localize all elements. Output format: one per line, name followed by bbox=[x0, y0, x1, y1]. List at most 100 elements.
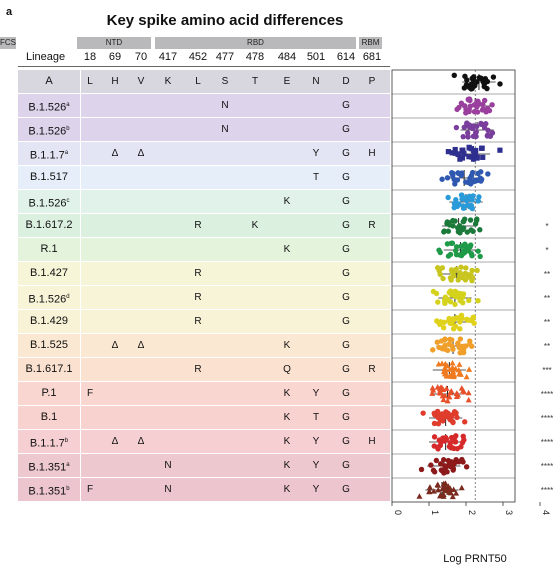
data-point bbox=[476, 177, 482, 184]
data-point bbox=[444, 469, 450, 475]
data-point bbox=[453, 197, 459, 203]
data-point bbox=[471, 102, 478, 108]
data-point bbox=[460, 250, 467, 256]
data-point bbox=[449, 364, 456, 371]
data-point bbox=[489, 130, 496, 136]
data-point bbox=[474, 267, 480, 274]
data-point bbox=[467, 243, 473, 250]
data-point bbox=[466, 203, 473, 210]
position-70: 70 bbox=[134, 51, 148, 63]
residue-cell: F bbox=[86, 484, 94, 495]
lineage-header: Lineage bbox=[26, 51, 66, 63]
lineage-text: B.1.351 bbox=[28, 461, 67, 474]
data-point bbox=[484, 132, 491, 138]
data-point bbox=[470, 77, 477, 83]
data-point bbox=[449, 240, 456, 246]
data-point bbox=[450, 170, 456, 177]
data-point bbox=[445, 149, 451, 155]
data-point bbox=[462, 241, 468, 247]
data-point bbox=[435, 299, 441, 305]
data-point bbox=[416, 493, 423, 499]
data-point bbox=[478, 120, 484, 127]
data-point bbox=[446, 315, 452, 322]
data-point bbox=[438, 416, 444, 423]
data-point bbox=[472, 82, 478, 89]
lineage-text: B.1.427 bbox=[30, 267, 68, 279]
data-point bbox=[465, 134, 471, 140]
data-point bbox=[490, 74, 497, 80]
data-point bbox=[448, 370, 455, 377]
data-point bbox=[451, 372, 458, 378]
data-point bbox=[428, 462, 434, 468]
data-point bbox=[450, 465, 457, 472]
data-point bbox=[457, 223, 463, 230]
lineage-text: P.1 bbox=[41, 387, 57, 399]
data-point bbox=[449, 320, 455, 327]
data-point bbox=[446, 289, 452, 296]
lineage-superscript: d bbox=[66, 294, 70, 300]
residue-cell: G bbox=[342, 364, 350, 375]
data-point bbox=[471, 83, 478, 89]
data-point bbox=[471, 123, 477, 129]
data-point bbox=[453, 251, 460, 258]
data-point bbox=[456, 292, 462, 298]
data-point bbox=[447, 251, 454, 258]
data-point bbox=[457, 371, 464, 377]
data-point bbox=[447, 440, 453, 446]
data-point bbox=[442, 346, 448, 352]
x-tick-label: 0 bbox=[393, 510, 403, 515]
residue-cell: T bbox=[312, 412, 320, 423]
data-point bbox=[457, 270, 463, 276]
data-point bbox=[451, 408, 458, 415]
data-point bbox=[455, 225, 461, 231]
lineage-name: B.1.525 bbox=[18, 334, 81, 357]
residue-cell: H bbox=[111, 76, 119, 87]
data-point bbox=[466, 145, 472, 151]
data-point bbox=[435, 319, 441, 325]
residue-cell: N bbox=[221, 100, 229, 111]
data-point bbox=[450, 467, 456, 473]
data-point bbox=[480, 79, 487, 85]
data-point bbox=[458, 385, 465, 391]
data-point bbox=[472, 151, 478, 157]
data-point bbox=[436, 437, 442, 443]
data-point bbox=[468, 250, 475, 257]
data-point bbox=[478, 75, 484, 81]
data-point bbox=[438, 439, 444, 446]
data-point bbox=[477, 227, 483, 233]
data-point bbox=[474, 104, 480, 110]
data-point bbox=[466, 144, 472, 150]
data-point bbox=[445, 253, 452, 259]
data-point bbox=[439, 176, 445, 182]
residue-cell: Δ bbox=[137, 436, 145, 447]
data-point bbox=[435, 486, 442, 493]
data-point bbox=[467, 202, 473, 209]
data-point bbox=[454, 177, 461, 183]
data-point bbox=[446, 393, 453, 400]
data-point bbox=[450, 435, 456, 442]
table-row: R.1 K G bbox=[18, 238, 390, 262]
data-point bbox=[445, 486, 452, 492]
table-row: B.1.526c K G bbox=[18, 190, 390, 214]
residue-cell: K bbox=[283, 340, 291, 351]
data-point bbox=[461, 437, 467, 443]
data-point bbox=[448, 459, 455, 465]
data-point bbox=[453, 244, 460, 250]
data-point bbox=[440, 396, 447, 403]
data-point bbox=[475, 248, 481, 254]
data-point bbox=[469, 169, 476, 176]
data-point bbox=[445, 414, 452, 420]
data-point bbox=[460, 387, 467, 393]
data-point bbox=[460, 147, 466, 153]
lineage-text: B.1.525 bbox=[30, 339, 68, 351]
lineage-name: B.1 bbox=[18, 406, 81, 429]
residue-cell: V bbox=[137, 76, 145, 87]
data-point bbox=[460, 226, 466, 233]
lineage-superscript: b bbox=[66, 486, 70, 492]
data-point bbox=[456, 370, 463, 377]
data-point bbox=[418, 466, 425, 473]
data-point bbox=[448, 444, 455, 450]
data-point bbox=[456, 252, 463, 258]
data-point bbox=[440, 457, 447, 463]
data-point bbox=[455, 315, 461, 321]
